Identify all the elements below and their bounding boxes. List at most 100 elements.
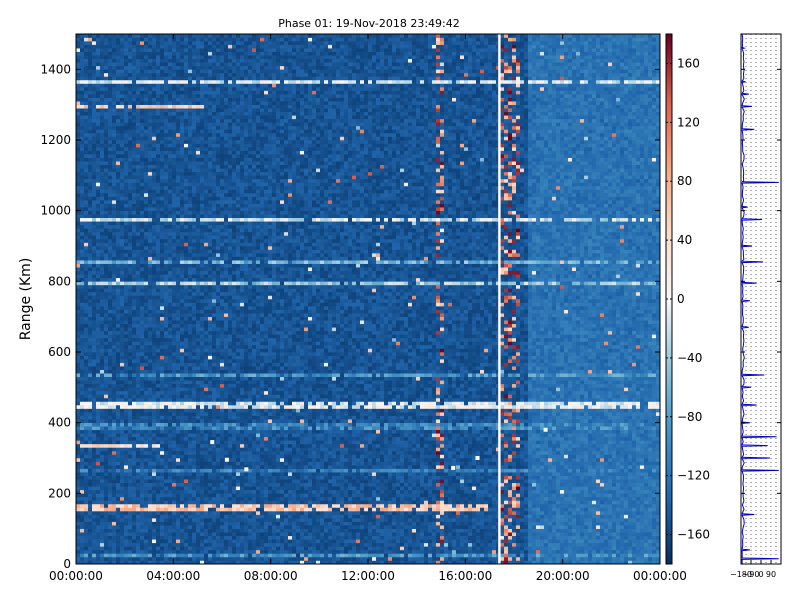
- heatmap-cell: [368, 454, 372, 458]
- heatmap-cell: [232, 497, 236, 501]
- heatmap-cell: [364, 493, 368, 497]
- heatmap-cell: [552, 536, 556, 540]
- heatmap-cell: [372, 476, 376, 480]
- heatmap-cell: [208, 504, 212, 508]
- heatmap-cell: [260, 522, 264, 526]
- heatmap-cell: [360, 447, 364, 451]
- heatmap-cell: [120, 518, 124, 522]
- heatmap-cell: [420, 469, 424, 473]
- heatmap-cell: [188, 451, 192, 455]
- heatmap-cell: [516, 469, 520, 473]
- heatmap-cell: [456, 490, 460, 494]
- heatmap-cell: [356, 476, 360, 480]
- heatmap-cell: [492, 479, 496, 483]
- heatmap-cell: [108, 553, 112, 557]
- heatmap-cell: [268, 462, 272, 466]
- heatmap-cell: [136, 504, 140, 508]
- heatmap-cell: [384, 557, 388, 561]
- heatmap-cell: [624, 550, 628, 554]
- heatmap-cell: [344, 486, 348, 490]
- heatmap-cell: [532, 507, 536, 511]
- heatmap-cell: [468, 543, 472, 547]
- heatmap-cell: [244, 557, 248, 561]
- heatmap-cell: [128, 507, 132, 511]
- heatmap-cell: [600, 529, 604, 533]
- heatmap-cell: [476, 465, 480, 469]
- heatmap-cell: [168, 529, 172, 533]
- heatmap-cell: [280, 557, 284, 561]
- heatmap-cell: [128, 469, 132, 473]
- heatmap-cell: [568, 469, 572, 473]
- heatmap-cell: [552, 465, 556, 469]
- heatmap-cell: [148, 476, 152, 480]
- heatmap-cell: [132, 447, 136, 451]
- heatmap-cell: [552, 476, 556, 480]
- heatmap-cell: [532, 539, 536, 543]
- heatmap-cell: [136, 447, 140, 451]
- heatmap-cell: [364, 451, 368, 455]
- heatmap-cell: [468, 500, 472, 504]
- heatmap-cell: [200, 504, 204, 508]
- heatmap-cell: [444, 451, 448, 455]
- heatmap-cell: [612, 490, 616, 494]
- heatmap-cell: [76, 536, 80, 540]
- heatmap-cell: [308, 479, 312, 483]
- heatmap-cell: [592, 529, 596, 533]
- heatmap-cell: [604, 486, 608, 490]
- heatmap-cell: [652, 458, 656, 462]
- heatmap-cell: [520, 486, 524, 490]
- heatmap-cell: [644, 479, 648, 483]
- heatmap-cell: [228, 472, 232, 476]
- heatmap-cell: [276, 483, 280, 487]
- heatmap-cell: [644, 500, 648, 504]
- heatmap-cell: [364, 550, 368, 554]
- heatmap-cell: [532, 518, 536, 522]
- heatmap-cell: [432, 522, 436, 526]
- heatmap-cell: [440, 557, 444, 561]
- heatmap-cell: [404, 553, 408, 557]
- heatmap-cell: [112, 462, 116, 466]
- heatmap-cell: [272, 550, 276, 554]
- heatmap-cell: [416, 483, 420, 487]
- heatmap-cell: [124, 529, 128, 533]
- heatmap-cell: [84, 490, 88, 494]
- heatmap-cell: [264, 500, 268, 504]
- heatmap-cell: [472, 553, 476, 557]
- heatmap-cell: [464, 462, 468, 466]
- heatmap-cell: [412, 543, 416, 547]
- heatmap-cell: [120, 490, 124, 494]
- heatmap-cell: [480, 557, 484, 561]
- heatmap-cell: [592, 458, 596, 462]
- heatmap-cell: [252, 525, 256, 529]
- heatmap-cell: [216, 504, 220, 508]
- heatmap-cell: [588, 483, 592, 487]
- heatmap-cell: [628, 518, 632, 522]
- heatmap-cell: [360, 539, 364, 543]
- heatmap-cell: [444, 490, 448, 494]
- heatmap-cell: [448, 447, 452, 451]
- heatmap-cell: [236, 546, 240, 550]
- heatmap-cell: [108, 486, 112, 490]
- heatmap-cell: [176, 447, 180, 451]
- heatmap-cell: [124, 451, 128, 455]
- heatmap-cell: [564, 490, 568, 494]
- heatmap-cell: [96, 529, 100, 533]
- heatmap-cell: [604, 546, 608, 550]
- heatmap-cell: [188, 518, 192, 522]
- heatmap-cell: [400, 529, 404, 533]
- heatmap-cell: [272, 493, 276, 497]
- heatmap-cell: [384, 518, 388, 522]
- heatmap-cell: [140, 458, 144, 462]
- heatmap-cell: [424, 504, 428, 508]
- heatmap-cell: [248, 486, 252, 490]
- heatmap-cell: [604, 500, 608, 504]
- heatmap-cell: [304, 539, 308, 543]
- heatmap-cell: [480, 529, 484, 533]
- heatmap-cell: [544, 454, 548, 458]
- heatmap-cell: [328, 543, 332, 547]
- heatmap-cell: [440, 479, 444, 483]
- heatmap-cell: [396, 444, 400, 448]
- heatmap-cell: [308, 483, 312, 487]
- heatmap-cell: [204, 557, 208, 561]
- heatmap-cell: [136, 553, 140, 557]
